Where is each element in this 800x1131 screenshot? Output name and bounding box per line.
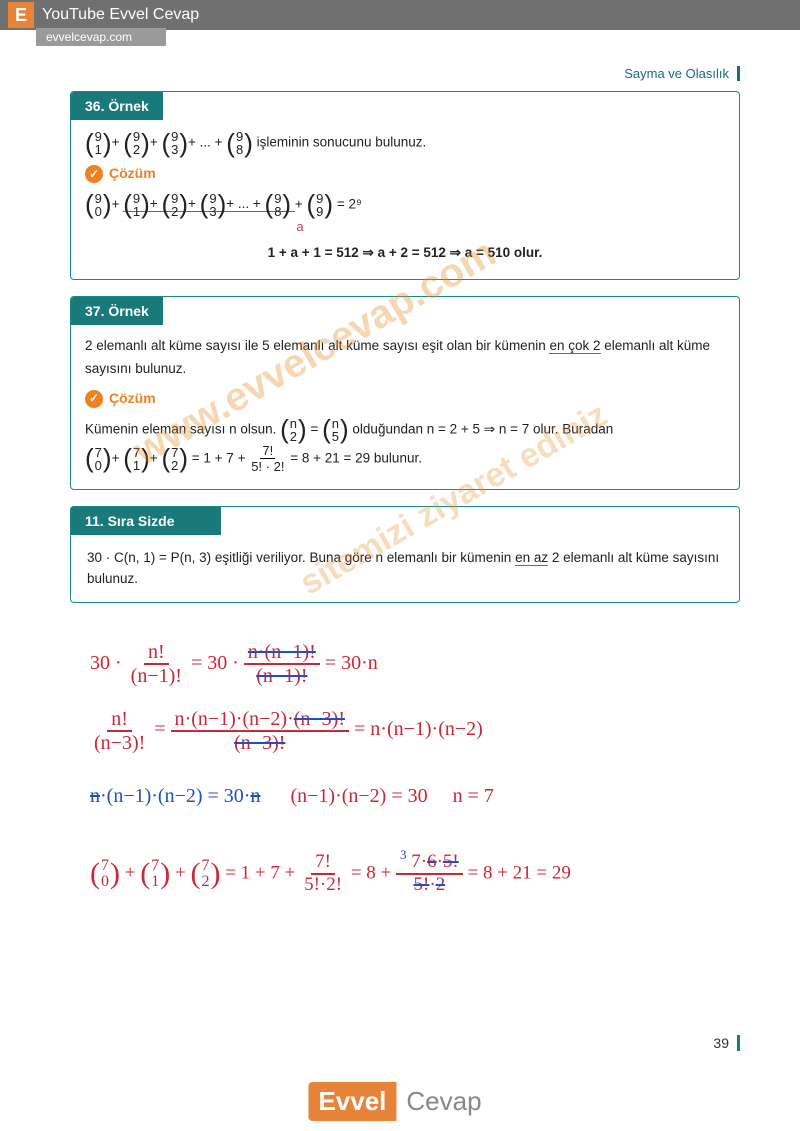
example-37-header: 37. Örnek xyxy=(71,297,163,325)
banner-text: YouTube Evvel Cevap xyxy=(42,6,199,24)
top-banner: E YouTube Evvel Cevap xyxy=(0,0,800,30)
sub-banner: evvelcevap.com xyxy=(36,28,166,46)
handwritten-solution: 30 · n!(n−1)! = 30 · n·(n−1)!(n−1)! = 30… xyxy=(0,619,800,910)
example-36: 36. Örnek (91)+ (92)+ (93)+ ... + (98) i… xyxy=(70,91,740,280)
page-header-text: Sayma ve Olasılık xyxy=(624,66,740,81)
sira-11-body: 30 · C(n, 1) = P(n, 3) eşitliği veriliyo… xyxy=(71,535,739,602)
example-37-body: 2 elemanlı alt küme sayısı ile 5 elemanl… xyxy=(71,325,739,489)
page-number: 39 xyxy=(713,1035,740,1051)
check-icon: ✓ xyxy=(85,165,103,183)
a-label: a xyxy=(70,216,725,238)
footer-cevap: Cevap xyxy=(396,1082,491,1121)
cozum-label: ✓ Çözüm xyxy=(85,162,725,186)
page-header: Sayma ve Olasılık xyxy=(0,46,800,91)
logo-badge: E xyxy=(8,2,34,28)
footer-evvel: Evvel xyxy=(308,1082,396,1121)
example-36-header: 36. Örnek xyxy=(71,92,163,120)
sira-11: 11. Sıra Sizde 30 · C(n, 1) = P(n, 3) eş… xyxy=(70,506,740,603)
example-37: 37. Örnek 2 elemanlı alt küme sayısı ile… xyxy=(70,296,740,490)
example-36-body: (91)+ (92)+ (93)+ ... + (98) işleminin s… xyxy=(71,120,739,279)
cozum-label-37: ✓ Çözüm xyxy=(85,387,725,411)
footer-logo: Evvel Cevap xyxy=(308,1082,491,1121)
example-36-result: 1 + a + 1 = 512 ⇒ a + 2 = 512 ⇒ a = 510 … xyxy=(85,242,725,265)
sira-11-header: 11. Sıra Sizde xyxy=(71,507,221,535)
check-icon: ✓ xyxy=(85,390,103,408)
